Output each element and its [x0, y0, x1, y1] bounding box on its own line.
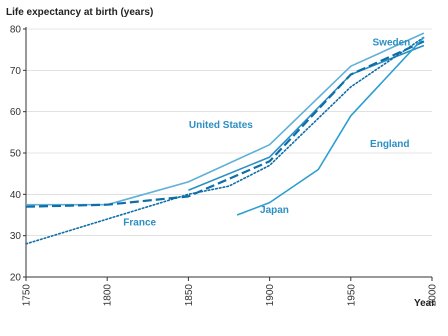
- x-tick-label-2000: 2000: [428, 284, 439, 307]
- series-label-sweden: Sweden: [373, 38, 411, 49]
- series-lines: [25, 32, 425, 245]
- y-tick-label-80: 80: [10, 25, 22, 36]
- series-line-japan: [236, 36, 425, 216]
- x-axis-title: Year: [414, 298, 435, 309]
- series-labels: Sweden United States England France Japan: [123, 38, 410, 229]
- x-tick-label-1800: 1800: [103, 284, 114, 307]
- series-line-france: [25, 36, 425, 245]
- series-line-united-states: [188, 44, 425, 191]
- x-tick-label-1750: 1750: [22, 284, 33, 307]
- y-axis-title: Life expectancy at birth (years): [6, 7, 153, 18]
- y-tick-label-40: 40: [10, 190, 22, 201]
- axes: 20 30 40 50 60 70 80 1750 1800 1850 1900 1950 2000: [10, 25, 439, 307]
- series-label-japan: Japan: [260, 205, 289, 216]
- x-tick-label-1900: 1900: [265, 284, 276, 307]
- x-tick-label-1850: 1850: [184, 284, 195, 307]
- y-tick-label-70: 70: [10, 66, 22, 77]
- series-label-england: England: [370, 139, 409, 150]
- y-tick-label-60: 60: [10, 107, 22, 118]
- x-tick-label-1950: 1950: [346, 284, 357, 307]
- series-label-france: France: [123, 217, 156, 228]
- grid-lines: [26, 28, 432, 236]
- y-tick-label-20: 20: [10, 273, 22, 284]
- y-tick-label-30: 30: [10, 231, 22, 242]
- series-label-united-states: United States: [189, 120, 253, 131]
- series-line-sweden: [26, 32, 425, 206]
- y-tick-label-50: 50: [10, 149, 22, 160]
- series-line-england: [25, 40, 425, 208]
